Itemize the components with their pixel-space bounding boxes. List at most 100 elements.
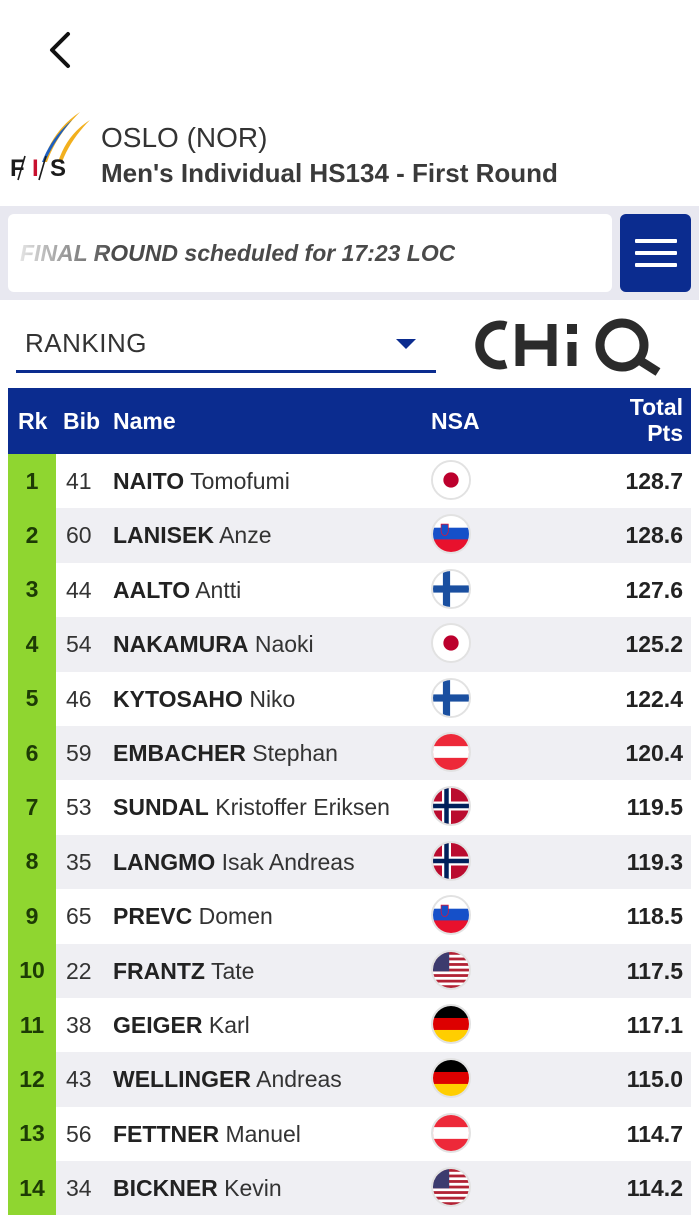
athlete-first-name: Karl <box>208 1011 250 1038</box>
flag-aut-icon <box>431 731 471 772</box>
bib-cell: 60 <box>66 522 92 549</box>
table-row[interactable]: 2 60 LANISEK Anze 128.6 <box>8 508 691 563</box>
bib-cell: 46 <box>66 685 92 712</box>
athlete-name: WELLINGER Andreas <box>113 1066 342 1093</box>
table-row[interactable]: 11 38 GEIGER Karl 117.1 <box>8 997 691 1053</box>
svg-text:F: F <box>10 155 25 182</box>
athlete-first-name: Stephan <box>252 739 338 766</box>
rank-cell: 14 <box>8 1161 56 1215</box>
bib-cell: 38 <box>66 1011 92 1038</box>
event-header: F I S OSLO (NOR) Men's Individual HS134 … <box>0 108 699 206</box>
flag-fin-icon <box>431 677 471 718</box>
flag-nor-icon <box>431 786 471 827</box>
table-row[interactable]: 8 35 LANGMO Isak Andreas 119.3 <box>8 834 691 890</box>
menu-button[interactable] <box>620 214 691 292</box>
back-button[interactable] <box>38 28 82 72</box>
sponsor-logo <box>475 318 661 376</box>
bib-cell: 56 <box>66 1120 92 1147</box>
athlete-first-name: Tomofumi <box>190 468 290 494</box>
total-points: 118.5 <box>626 903 683 930</box>
table-row[interactable]: 10 22 FRANTZ Tate 117.5 <box>8 943 691 998</box>
rank-cell: 9 <box>8 889 56 944</box>
table-row[interactable]: 4 54 NAKAMURA Naoki 125.2 <box>8 617 691 672</box>
table-row[interactable]: 12 43 WELLINGER Andreas 115.0 <box>8 1052 691 1107</box>
total-points: 119.3 <box>626 848 683 875</box>
flag-fin-icon <box>431 568 471 609</box>
top-bar <box>0 0 699 105</box>
rank-cell: 6 <box>8 725 56 781</box>
athlete-first-name: Anze <box>219 522 272 549</box>
header-name: Name <box>113 408 176 434</box>
rank-cell: 10 <box>8 943 56 998</box>
total-points: 114.7 <box>626 1120 683 1147</box>
rank-cell: 1 <box>8 454 56 509</box>
hamburger-icon-bar-3 <box>634 263 677 267</box>
total-points: 117.5 <box>626 957 683 984</box>
bib-cell: 44 <box>66 576 92 603</box>
athlete-last-name: LANISEK <box>113 522 214 549</box>
athlete-name: BICKNER Kevin <box>113 1175 282 1202</box>
flag-ger-icon <box>431 1003 471 1044</box>
ticker-text: FINAL ROUND scheduled for 17:23 LOC <box>20 239 456 266</box>
flag-slo-icon <box>431 895 471 936</box>
athlete-name: SUNDAL Kristoffer Eriksen <box>113 794 390 821</box>
total-points: 128.7 <box>625 468 683 494</box>
ticker-band: FINAL ROUND scheduled for 17:23 LOC <box>0 206 699 300</box>
athlete-first-name: Kevin <box>224 1175 282 1202</box>
athlete-name: EMBACHER Stephan <box>113 740 338 767</box>
table-row[interactable]: 5 46 KYTOSAHO Niko 122.4 <box>8 671 691 726</box>
athlete-first-name: Manuel <box>225 1120 301 1147</box>
athlete-first-name: Isak Andreas <box>221 848 355 875</box>
table-row[interactable]: 3 44 AALTO Antti 127.6 <box>8 562 691 618</box>
header-total-line2: Pts <box>647 420 683 446</box>
header-rank: Rk <box>18 408 48 434</box>
athlete-last-name: NAITO <box>113 468 185 494</box>
athlete-last-name: WELLINGER <box>113 1066 251 1093</box>
flag-slo-icon <box>431 514 471 555</box>
header-bib: Bib <box>63 408 101 434</box>
athlete-name: LANGMO Isak Andreas <box>113 849 355 876</box>
athlete-last-name: KYTOSAHO <box>113 685 243 712</box>
athlete-last-name: NAKAMURA <box>113 631 249 658</box>
bib-cell: 41 <box>66 468 92 494</box>
table-row[interactable]: 9 65 PREVC Domen 118.5 <box>8 889 691 944</box>
bib-cell: 35 <box>66 848 92 875</box>
table-body: 1 41 NAITO Tomofumi 128.7 2 60 LANISEK Anze 128… <box>8 454 691 1215</box>
athlete-name: FETTNER Manuel <box>113 1121 301 1148</box>
svg-text:I: I <box>32 155 39 182</box>
table-row[interactable]: 13 56 FETTNER Manuel 114.7 <box>8 1106 691 1162</box>
header-total-line1: Total <box>629 394 683 420</box>
ranking-dropdown[interactable]: RANKING <box>16 320 436 373</box>
athlete-first-name: Niko <box>249 685 296 712</box>
table-row[interactable]: 14 34 BICKNER Kevin 114.2 <box>8 1161 691 1215</box>
athlete-name: NAITO Tomofumi <box>113 468 290 495</box>
event-subtitle: Men's Individual HS134 - First Round <box>101 158 558 188</box>
athlete-first-name: Kristoffer Eriksen <box>215 794 390 821</box>
svg-text:S: S <box>50 155 66 182</box>
total-points: 128.6 <box>625 522 683 549</box>
bib-cell: 53 <box>66 794 92 821</box>
athlete-name: KYTOSAHO Niko <box>113 686 295 713</box>
athlete-name: AALTO Antti <box>113 577 241 604</box>
ticker-box: FINAL ROUND scheduled for 17:23 LOC <box>8 214 612 292</box>
total-points: 119.5 <box>626 794 683 821</box>
athlete-last-name: LANGMO <box>113 848 216 875</box>
total-points: 115.0 <box>626 1066 683 1093</box>
table-row[interactable]: 7 53 SUNDAL Kristoffer Eriksen 119.5 <box>8 780 691 835</box>
athlete-last-name: FETTNER <box>113 1120 220 1147</box>
fis-logo: F I S <box>10 112 90 182</box>
athlete-last-name: BICKNER <box>113 1175 218 1202</box>
athlete-last-name: EMBACHER <box>113 739 246 766</box>
total-points: 120.4 <box>625 739 683 766</box>
hamburger-icon-bar-1 <box>634 239 677 243</box>
flag-ger-icon <box>431 1058 471 1099</box>
table-row[interactable]: 1 41 NAITO Tomofumi 128.7 <box>8 454 691 509</box>
event-title: OSLO (NOR) <box>101 122 268 153</box>
caret-down-icon <box>396 339 416 349</box>
bib-cell: 22 <box>66 957 92 984</box>
athlete-first-name: Tate <box>210 957 255 984</box>
athlete-first-name: Andreas <box>256 1066 342 1093</box>
athlete-last-name: GEIGER <box>113 1011 203 1038</box>
table-row[interactable]: 6 59 EMBACHER Stephan 120.4 <box>8 725 691 781</box>
athlete-name: LANISEK Anze <box>113 522 272 549</box>
